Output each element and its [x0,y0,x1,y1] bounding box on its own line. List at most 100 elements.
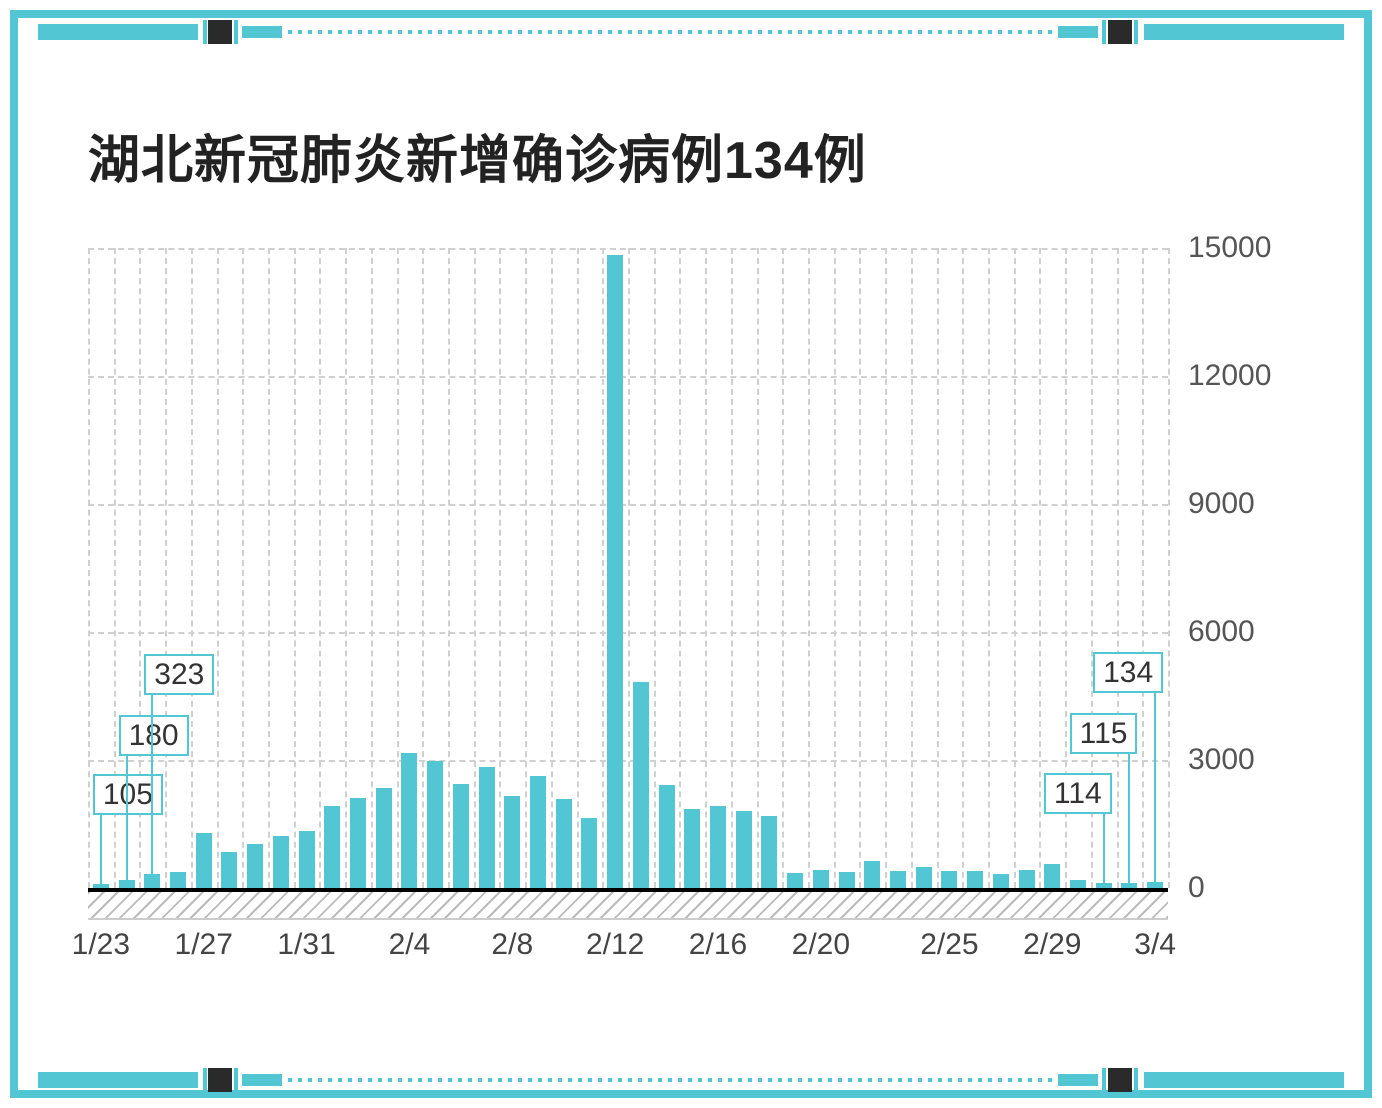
bottom-bar-svg [18,1066,1364,1094]
bar [247,844,263,888]
x-tick-label: 1/31 [277,928,335,962]
v-gridline [1142,248,1144,888]
v-gridline [602,248,604,888]
bar [221,852,237,888]
v-gridline [1039,248,1041,888]
bar [196,833,212,888]
v-gridline [294,248,296,888]
bottom-decorative-bar [18,1066,1364,1094]
bar [967,871,983,888]
v-gridline [1117,248,1119,888]
x-tick-label: 2/20 [792,928,850,962]
bar [633,682,649,888]
v-gridline [268,248,270,888]
v-gridline [628,248,630,888]
value-callout: 323 [144,654,214,695]
bar [324,806,340,888]
x-tick-label: 3/4 [1134,928,1176,962]
bar [941,871,957,888]
bar [427,761,443,888]
chart-title: 湖北新冠肺炎新增确诊病例134例 [88,118,867,193]
v-gridline [988,248,990,888]
bar [119,880,135,888]
v-gridline [937,248,939,888]
value-callout: 180 [119,715,189,756]
bar [401,753,417,888]
bar [1070,880,1086,888]
v-gridline [217,248,219,888]
top-bar-svg [18,18,1364,46]
bar [684,809,700,888]
callout-stem [1154,672,1156,882]
v-gridline [371,248,373,888]
v-gridline [859,248,861,888]
bar [581,818,597,888]
bar [1019,870,1035,888]
v-gridline [525,248,527,888]
v-gridline [679,248,681,888]
y-tick-label: 9000 [1188,487,1255,521]
v-gridline [962,248,964,888]
callout-stem [126,735,128,880]
callout-stem [151,674,153,874]
value-callout: 115 [1070,713,1138,754]
v-gridline [551,248,553,888]
bar [813,870,829,888]
v-gridline [422,248,424,888]
bar [144,874,160,888]
top-decorative-bar [18,18,1364,46]
bar [530,776,546,888]
y-tick-label: 3000 [1188,743,1255,777]
x-tick-label: 1/27 [175,928,233,962]
v-gridline [191,248,193,888]
v-gridline [345,248,347,888]
bar [350,798,366,888]
x-tick-label: 2/4 [389,928,431,962]
v-gridline [242,248,244,888]
x-tick-label: 2/8 [491,928,533,962]
v-gridline [319,248,321,888]
x-tick-label: 2/25 [920,928,978,962]
v-gridline [782,248,784,888]
v-gridline [834,248,836,888]
y-tick-label: 6000 [1188,615,1255,649]
v-gridline [757,248,759,888]
x-tick-label: 2/16 [689,928,747,962]
infographic-frame: 湖北新冠肺炎新增确诊病例134例 03000600090001200015000… [10,10,1372,1098]
bar [273,836,289,888]
bar [1044,864,1060,888]
x-axis-hatch [88,892,1168,920]
bar [659,785,675,888]
plot-area: 030006000900012000150001/231/271/312/42/… [88,248,1168,888]
bar [736,811,752,888]
v-gridline [731,248,733,888]
v-gridline [705,248,707,888]
bar [607,255,623,888]
bar [299,831,315,888]
bar [453,784,469,888]
x-tick-label: 1/23 [72,928,130,962]
y-tick-label: 0 [1188,871,1205,905]
x-tick-label: 2/12 [586,928,644,962]
v-gridline [577,248,579,888]
v-gridline [911,248,913,888]
bar [890,871,906,888]
v-gridline [808,248,810,888]
callout-stem [1128,733,1130,883]
bar [993,874,1009,888]
value-callout: 114 [1044,773,1112,814]
v-gridline [499,248,501,888]
bar [916,867,932,888]
v-gridline [885,248,887,888]
bar-chart: 030006000900012000150001/231/271/312/42/… [88,248,1168,888]
bar [787,873,803,888]
v-gridline [397,248,399,888]
bar [479,767,495,888]
x-tick-label: 2/29 [1023,928,1081,962]
bar [376,788,392,888]
bar [710,806,726,888]
v-gridline [654,248,656,888]
y-tick-label: 12000 [1188,359,1271,393]
v-gridline [165,248,167,888]
v-gridline [1168,248,1170,888]
